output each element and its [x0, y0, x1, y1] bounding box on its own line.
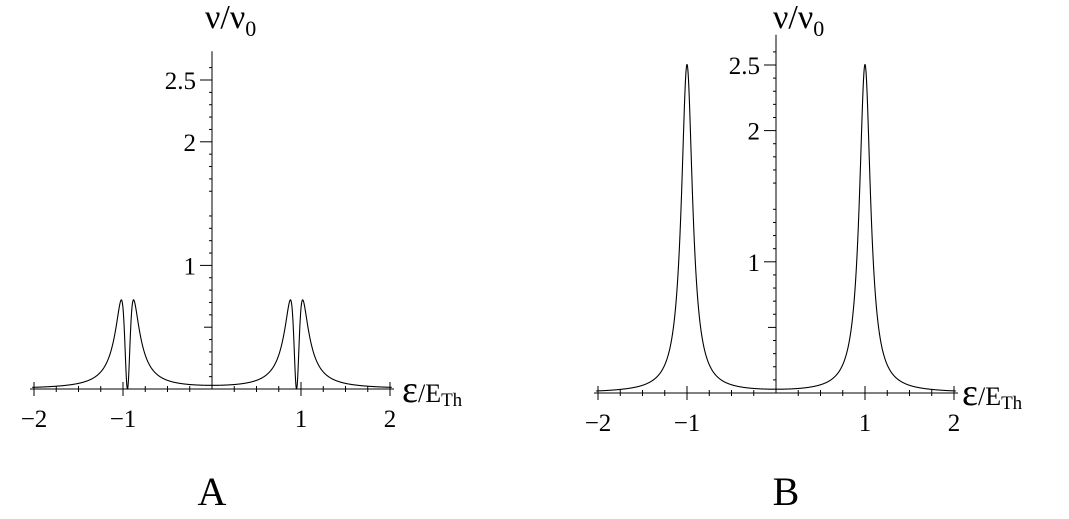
series-line — [32, 299, 392, 390]
series-line — [596, 64, 956, 392]
panel-a: −2 −1 1 2 1 2 2.5 ν/ν0 ε/ETh A — [21, 0, 463, 514]
y-axis-label: ν/ν0 — [205, 0, 256, 41]
y-axis-label-sub: 0 — [813, 16, 824, 41]
panel-label: B — [773, 469, 800, 514]
y-tick-label: 2.5 — [729, 53, 760, 80]
y-axis-label: ν/ν0 — [773, 0, 824, 41]
x-tick-label: 1 — [859, 410, 872, 437]
x-axis-label: ε/ETh — [402, 369, 463, 411]
x-tick-label: 2 — [384, 406, 397, 433]
x-tick-label: 1 — [295, 406, 308, 433]
x-axis-label-slash: /E — [978, 382, 1001, 411]
x-tick-label: −1 — [110, 406, 137, 433]
y-tick-label: 2 — [748, 119, 761, 146]
x-axis-label: ε/ETh — [962, 372, 1023, 414]
panel-label: A — [198, 469, 227, 514]
x-tick-label: −2 — [21, 406, 48, 433]
y-axis-label-sub: 0 — [245, 16, 256, 41]
x-tick-label: −2 — [585, 410, 612, 437]
x-axis-label-main: ε — [402, 369, 418, 411]
y-tick-label: 2 — [184, 130, 197, 157]
x-axis-label-slash: /E — [418, 379, 441, 408]
x-axis-label-main: ε — [962, 372, 978, 414]
y-axis-label-main: ν/ν — [773, 0, 813, 36]
x-tick-label: 2 — [948, 410, 961, 437]
y-tick-label: 1 — [748, 250, 761, 277]
y-tick-label: 2.5 — [165, 68, 196, 95]
x-axis-label-sub: Th — [441, 390, 463, 411]
y-axis-label-main: ν/ν — [205, 0, 245, 36]
y-tick-label: 1 — [184, 253, 197, 280]
x-tick-label: −1 — [674, 410, 701, 437]
panel-b: −2 −1 1 2 1 2 2.5 ν/ν0 ε/ETh B — [585, 0, 1023, 514]
x-axis-label-sub: Th — [1001, 393, 1023, 414]
